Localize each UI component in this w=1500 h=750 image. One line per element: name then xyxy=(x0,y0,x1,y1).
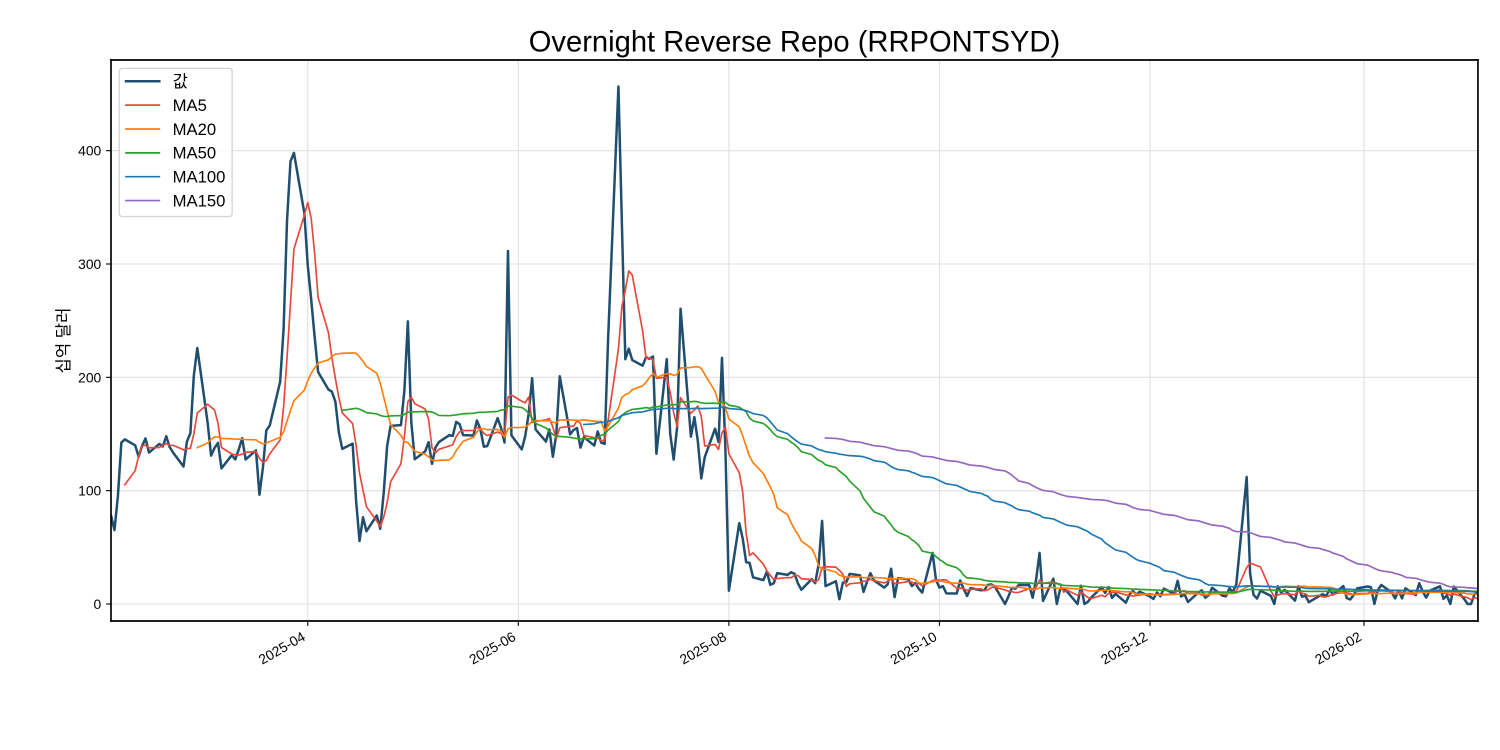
svg-text:300: 300 xyxy=(78,256,101,272)
svg-text:십억 달러: 십억 달러 xyxy=(54,308,73,374)
svg-text:0: 0 xyxy=(94,596,102,612)
svg-text:200: 200 xyxy=(78,369,101,385)
svg-text:MA150: MA150 xyxy=(173,191,226,210)
svg-text:값: 값 xyxy=(173,72,188,91)
svg-text:MA5: MA5 xyxy=(173,96,207,115)
svg-text:MA50: MA50 xyxy=(173,144,217,163)
svg-text:400: 400 xyxy=(78,143,101,159)
svg-text:MA100: MA100 xyxy=(173,168,226,187)
svg-text:100: 100 xyxy=(78,483,101,499)
svg-text:MA20: MA20 xyxy=(173,120,217,139)
svg-text:Overnight Reverse Repo (RRPONT: Overnight Reverse Repo (RRPONTSYD) xyxy=(529,27,1060,59)
